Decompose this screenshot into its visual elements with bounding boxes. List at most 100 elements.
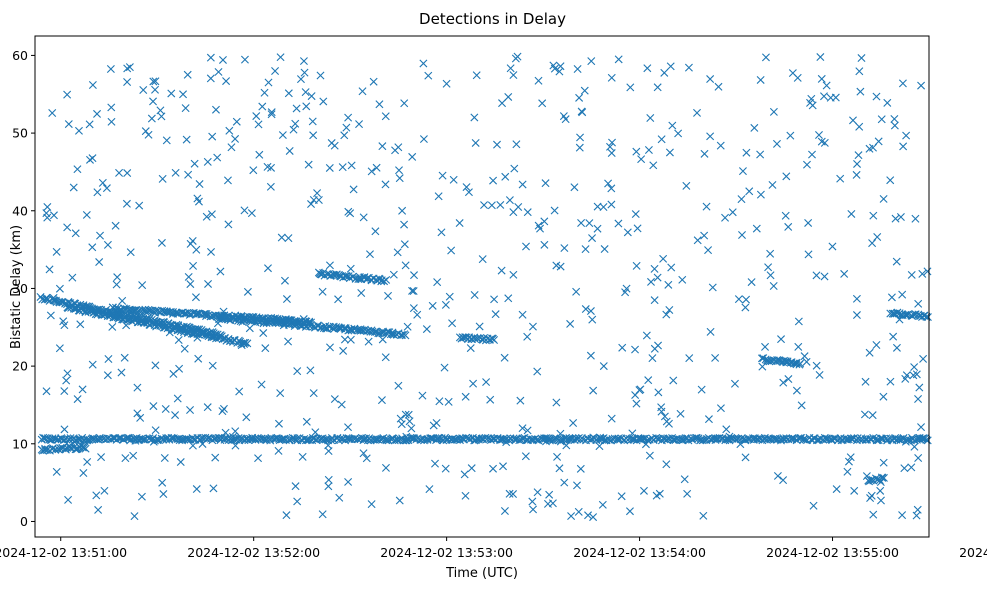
data-point xyxy=(812,271,821,280)
data-point xyxy=(384,291,393,300)
data-point xyxy=(191,293,200,302)
y-tick-label: 60 xyxy=(12,48,28,63)
data-point xyxy=(113,273,122,282)
data-point xyxy=(186,280,195,289)
data-point xyxy=(721,213,730,222)
data-point xyxy=(151,85,160,94)
data-point xyxy=(659,254,668,263)
data-point xyxy=(88,360,97,369)
data-point xyxy=(73,444,82,453)
data-point xyxy=(106,65,115,74)
data-point xyxy=(149,402,158,411)
data-point xyxy=(308,117,317,126)
data-point xyxy=(869,211,878,220)
data-point xyxy=(662,417,671,426)
data-point xyxy=(646,114,655,122)
data-point xyxy=(608,138,617,147)
data-point xyxy=(369,77,378,86)
data-point xyxy=(872,92,881,101)
data-point xyxy=(284,89,293,98)
data-point xyxy=(879,458,888,467)
data-point xyxy=(797,401,806,410)
data-point xyxy=(498,99,507,108)
data-point xyxy=(400,220,409,229)
data-point xyxy=(133,383,142,392)
data-point xyxy=(300,68,309,77)
data-point xyxy=(64,120,73,129)
data-point xyxy=(339,346,348,355)
data-point xyxy=(631,210,640,219)
data-point xyxy=(372,163,381,172)
data-point xyxy=(577,219,586,228)
data-point xyxy=(180,344,189,353)
data-point xyxy=(862,472,871,481)
data-point xyxy=(275,436,284,445)
data-point xyxy=(556,429,565,438)
data-point xyxy=(51,445,60,454)
data-point xyxy=(575,143,584,152)
data-point xyxy=(910,442,919,451)
data-point xyxy=(108,322,117,331)
data-point xyxy=(854,151,863,160)
data-point xyxy=(209,484,218,493)
data-point xyxy=(728,208,737,217)
data-point xyxy=(902,131,911,140)
data-point xyxy=(60,321,69,330)
data-point xyxy=(738,167,747,176)
data-point xyxy=(71,445,80,454)
data-point xyxy=(626,83,635,92)
data-point xyxy=(206,53,215,62)
data-point xyxy=(796,359,805,368)
data-point xyxy=(781,357,790,366)
data-point xyxy=(479,335,488,344)
data-point xyxy=(65,302,74,311)
data-point xyxy=(324,441,333,450)
data-point xyxy=(219,307,228,316)
data-point xyxy=(773,356,782,364)
data-point xyxy=(434,192,443,201)
data-point xyxy=(490,336,499,344)
data-point xyxy=(267,108,276,117)
data-point xyxy=(263,264,272,273)
data-point xyxy=(325,261,334,270)
data-point xyxy=(676,409,685,418)
data-point xyxy=(493,140,501,149)
data-point xyxy=(410,271,419,280)
data-point xyxy=(60,425,69,434)
data-point xyxy=(218,407,227,416)
data-point xyxy=(852,311,861,320)
data-point xyxy=(865,348,874,357)
data-point xyxy=(340,335,349,344)
data-point xyxy=(173,394,182,403)
data-point xyxy=(435,397,444,406)
data-point xyxy=(632,147,641,156)
data-point xyxy=(274,419,283,428)
data-point xyxy=(586,307,595,316)
y-tick-label: 0 xyxy=(20,514,28,529)
data-point xyxy=(869,510,878,519)
data-point xyxy=(147,114,156,123)
data-point xyxy=(657,135,666,144)
data-point xyxy=(690,434,699,443)
data-point xyxy=(83,457,92,466)
data-point xyxy=(429,421,438,430)
data-point xyxy=(478,255,487,264)
data-point xyxy=(301,88,310,97)
data-point xyxy=(364,337,373,346)
data-point xyxy=(255,150,264,159)
y-tick-label: 10 xyxy=(12,436,28,451)
data-point xyxy=(420,435,429,444)
data-point xyxy=(158,478,167,487)
data-point xyxy=(182,135,191,144)
data-point xyxy=(633,224,642,233)
data-point xyxy=(226,314,235,323)
data-point xyxy=(60,387,69,396)
data-point xyxy=(122,321,131,330)
x-tick-label: 2024-12-02 13:55:00 xyxy=(766,545,899,560)
data-point xyxy=(914,299,923,308)
data-point xyxy=(254,454,263,463)
data-point xyxy=(117,368,126,377)
data-point xyxy=(98,178,107,187)
data-point xyxy=(637,155,646,164)
data-point xyxy=(528,497,537,506)
